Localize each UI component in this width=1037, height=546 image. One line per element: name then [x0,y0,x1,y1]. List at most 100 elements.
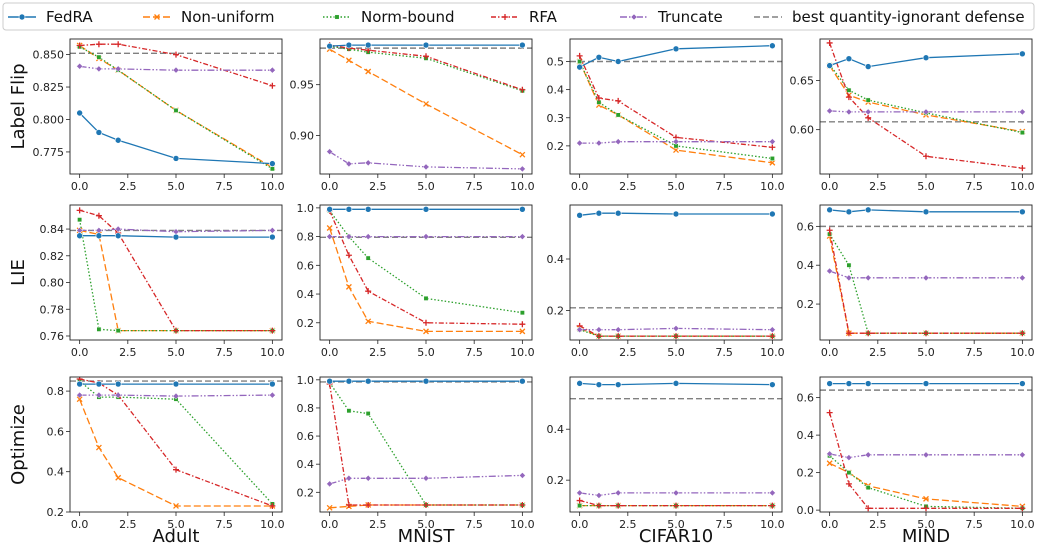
point-rfa [173,466,179,473]
x-tick-label: 7.5 [965,180,983,193]
x-tick-label: 2.5 [119,346,137,359]
point-fedra [519,206,526,213]
point-rfa [845,480,852,487]
point-truncate [364,474,372,482]
point-truncate [114,65,122,73]
y-tick-label: 0.2 [297,486,315,499]
point-non-uniform [519,328,526,335]
y-tick-label: 0.2 [547,474,565,487]
panel-lie-mind: 0.0 2.5 5.0 7.5 10.0 0.2 0.4 0.6 [797,204,1035,359]
point-rfa [1019,165,1026,172]
panel-frame [319,38,533,175]
panel-label-flip-mind: 0.0 2.5 5.0 7.5 10.0 0.60 0.65 [790,38,1035,193]
point-truncate [1019,274,1026,282]
y-tick-label: 0.800 [33,113,65,126]
x-tick-label: 2.5 [619,346,637,359]
point-fedra [595,381,603,388]
point-truncate [422,233,430,240]
point-truncate [345,474,353,482]
panel-frame [319,376,533,513]
point-truncate [76,62,83,70]
y-tick-label: 0.8 [297,231,315,244]
series-line-rfa [328,383,523,506]
point-truncate [672,325,680,332]
legend-marker-non-uniform [154,14,160,20]
x-tick-label: 0.0 [821,180,839,193]
y-tick-label: 0.2 [547,304,565,317]
point-fedra [114,232,122,240]
point-fedra [614,381,622,388]
column-label-mnist: MNIST [398,526,456,546]
point-fedra [364,377,372,385]
y-tick-label: 1.0 [297,202,315,215]
legend-marker-truncate [630,13,638,21]
point-rfa [865,114,872,121]
panel-frame [69,204,283,341]
panel-frame [569,38,783,175]
plot-area [70,207,282,334]
point-norm-bound [519,310,525,316]
panel-optimize-mnist: 0.0 2.5 5.0 7.5 10.0 0.2 0.4 0.6 0.8 1.0 [297,374,535,531]
panel-optimize-mind: 0.0 2.5 5.0 7.5 10.0 0.0 0.2 0.4 0.6 [797,376,1035,531]
plot-area [820,380,1032,512]
x-tick-label: 0.0 [71,180,89,193]
point-truncate [614,489,622,497]
x-tick-label: 10.0 [260,518,285,531]
point-fedra [172,155,180,162]
y-tick-label: 0.4 [547,253,565,266]
y-tick-label: 0.78 [40,303,65,316]
x-tick-label: 10.0 [1010,180,1035,193]
point-norm-bound [846,470,852,476]
point-fedra [519,377,526,385]
y-tick-label: 0.8 [297,402,315,415]
point-truncate [922,274,930,282]
y-tick-label: 0.2 [797,467,815,480]
point-non-uniform [173,502,179,509]
point-rfa [173,327,179,334]
x-tick-label: 7.5 [965,346,983,359]
x-tick-label: 10.0 [760,180,785,193]
series-line-norm-bound [79,46,273,170]
point-truncate [364,233,372,240]
point-fedra [1019,208,1026,216]
point-norm-bound [96,326,102,332]
point-rfa [615,97,622,104]
point-fedra [114,380,122,388]
point-norm-bound [846,87,852,93]
point-fedra [95,129,103,136]
y-tick-label: 0.4 [547,84,565,97]
y-tick-label: 0.8 [47,385,65,398]
point-truncate [576,139,583,147]
point-fedra [326,206,333,213]
x-tick-label: 0.0 [571,346,589,359]
point-fedra [76,109,83,117]
x-tick-label: 2.5 [369,346,387,359]
point-rfa [826,39,833,46]
series-line-rfa [329,44,523,91]
x-tick-label: 7.5 [715,518,733,531]
point-norm-bound [365,411,371,417]
point-rfa [269,327,276,334]
y-tick-label: 0.6 [797,392,815,405]
point-norm-bound [865,97,871,103]
x-tick-label: 2.5 [369,518,387,531]
point-rfa [365,288,372,295]
x-tick-label: 5.0 [667,346,685,359]
point-rfa [423,319,429,326]
legend-marker-fedra [18,13,26,21]
plot-area [320,206,532,335]
series-line-truncate [829,453,1023,459]
point-norm-bound [1019,130,1025,136]
series-line-rfa [579,325,773,337]
series-line-non-uniform [78,398,273,507]
point-fedra [864,63,872,70]
x-tick-label: 2.5 [869,518,887,531]
point-truncate [519,165,526,173]
point-truncate [576,489,583,497]
x-tick-label: 0.0 [321,180,339,193]
x-tick-label: 0.0 [821,518,839,531]
point-non-uniform [365,318,372,325]
point-truncate [769,326,776,334]
point-truncate [769,138,776,146]
legend-marker-norm-bound [334,14,340,20]
